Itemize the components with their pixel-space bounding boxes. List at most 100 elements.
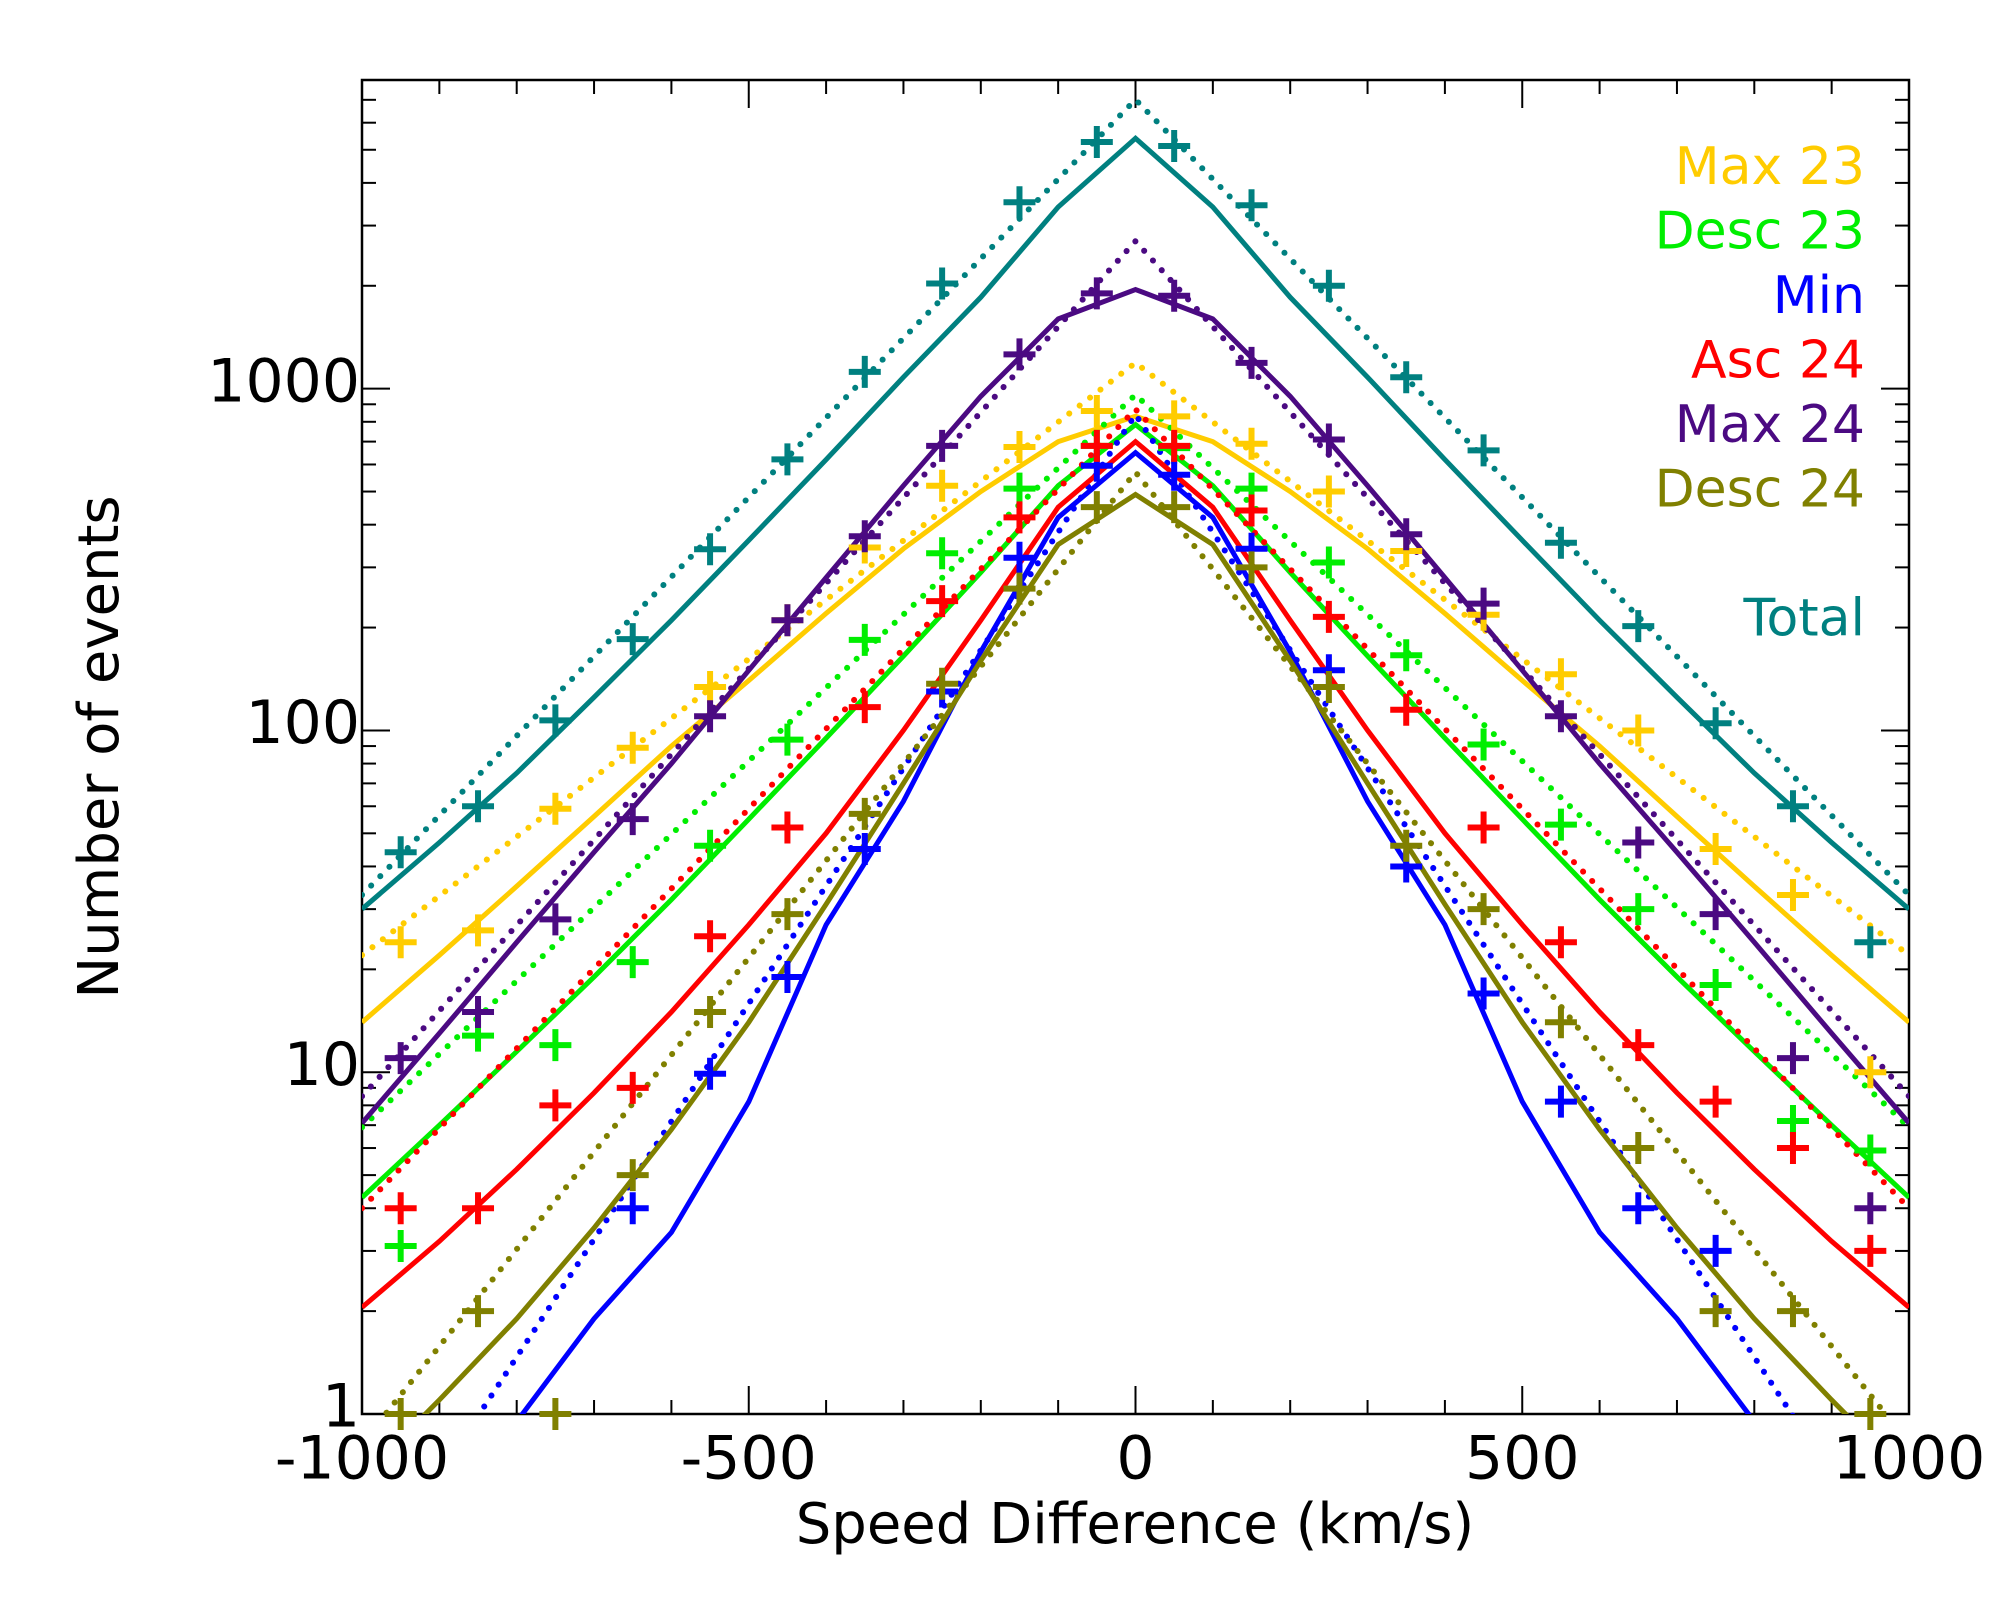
data-point bbox=[539, 903, 572, 936]
data-point bbox=[1003, 338, 1036, 371]
data-point bbox=[1312, 670, 1345, 703]
data-point bbox=[1158, 429, 1191, 462]
legend-entry: Asc 24 bbox=[1691, 331, 1865, 391]
data-point bbox=[384, 926, 417, 959]
fit-line bbox=[362, 421, 1909, 1200]
fit-line bbox=[362, 286, 1909, 1125]
data-point bbox=[694, 670, 727, 703]
data-point bbox=[1467, 893, 1500, 926]
data-point bbox=[462, 790, 495, 823]
data-point bbox=[1699, 968, 1732, 1001]
data-point bbox=[1080, 125, 1113, 158]
data-point bbox=[1854, 926, 1887, 959]
data-point bbox=[926, 429, 959, 462]
data-point bbox=[1080, 277, 1113, 310]
data-point bbox=[1544, 926, 1577, 959]
data-point bbox=[1622, 893, 1655, 926]
data-point bbox=[1776, 790, 1809, 823]
x-tick-label: 500 bbox=[1465, 1424, 1580, 1494]
data-point bbox=[1080, 429, 1113, 462]
data-point bbox=[1390, 518, 1423, 551]
data-point bbox=[694, 700, 727, 733]
data-point bbox=[1390, 361, 1423, 394]
data-point bbox=[384, 1042, 417, 1075]
data-point bbox=[1158, 400, 1191, 433]
data-point bbox=[1544, 526, 1577, 559]
y-tick-label: 1000 bbox=[207, 346, 360, 416]
data-point bbox=[926, 667, 959, 700]
data-point bbox=[1854, 1056, 1887, 1089]
x-tick-label: -1000 bbox=[275, 1424, 449, 1494]
data-point bbox=[1003, 472, 1036, 505]
data-point bbox=[384, 1230, 417, 1263]
data-point bbox=[926, 585, 959, 618]
data-point bbox=[1235, 189, 1268, 222]
data-point bbox=[1854, 1234, 1887, 1267]
data-point bbox=[1312, 600, 1345, 633]
data-point bbox=[1544, 1085, 1577, 1118]
data-point bbox=[1312, 269, 1345, 302]
data-point bbox=[384, 1398, 417, 1430]
x-tick-label: 1000 bbox=[1833, 1424, 1986, 1494]
data-point bbox=[694, 920, 727, 953]
data-point bbox=[1776, 1295, 1809, 1328]
data-point bbox=[1235, 346, 1268, 379]
data-point bbox=[1003, 501, 1036, 534]
data-point bbox=[1390, 693, 1423, 726]
dotted-fit bbox=[362, 95, 1909, 898]
data-point bbox=[848, 797, 881, 830]
dotted-fit bbox=[475, 409, 1796, 1414]
data-point bbox=[771, 723, 804, 756]
data-point bbox=[1854, 1134, 1887, 1167]
data-point bbox=[616, 1192, 649, 1225]
data-point bbox=[1854, 1398, 1887, 1430]
data-point bbox=[462, 1295, 495, 1328]
legend-entry: Max 23 bbox=[1675, 137, 1865, 197]
data-point bbox=[1622, 1192, 1655, 1225]
y-axis-label: Number of events bbox=[67, 495, 132, 998]
data-point bbox=[926, 537, 959, 570]
data-point bbox=[539, 1029, 572, 1062]
fit-line bbox=[362, 438, 1909, 1310]
data-point bbox=[384, 1192, 417, 1225]
y-tick-label: 100 bbox=[245, 688, 360, 758]
data-point bbox=[694, 996, 727, 1029]
data-point bbox=[462, 996, 495, 1029]
fit-line bbox=[421, 491, 1850, 1414]
data-point bbox=[1312, 475, 1345, 508]
fit-line bbox=[362, 134, 1909, 911]
data-point bbox=[1699, 1234, 1732, 1267]
data-point bbox=[1467, 587, 1500, 620]
data-point bbox=[1544, 658, 1577, 691]
data-point bbox=[384, 836, 417, 869]
data-point bbox=[1622, 714, 1655, 747]
y-tick-label: 1 bbox=[322, 1372, 360, 1442]
fit-line bbox=[362, 413, 1909, 1025]
data-point bbox=[1003, 572, 1036, 605]
data-point bbox=[1699, 1295, 1732, 1328]
data-point bbox=[771, 604, 804, 637]
data-point bbox=[848, 355, 881, 388]
data-point bbox=[694, 829, 727, 862]
data-point bbox=[1158, 129, 1191, 162]
data-point bbox=[616, 803, 649, 836]
data-point bbox=[926, 267, 959, 300]
plot-frame bbox=[360, 78, 1911, 1416]
data-point bbox=[771, 960, 804, 993]
data-point bbox=[1467, 977, 1500, 1010]
data-point bbox=[616, 1159, 649, 1192]
data-point bbox=[1699, 832, 1732, 865]
data-point bbox=[1544, 1006, 1577, 1039]
data-point bbox=[1776, 1132, 1809, 1165]
legend-entry: Desc 23 bbox=[1655, 202, 1865, 262]
data-point bbox=[771, 443, 804, 476]
data-point bbox=[1467, 728, 1500, 761]
data-point bbox=[1003, 541, 1036, 574]
data-point bbox=[1390, 639, 1423, 672]
data-point bbox=[848, 691, 881, 724]
data-point bbox=[694, 1057, 727, 1090]
data-point bbox=[1080, 491, 1113, 524]
data-point bbox=[1312, 546, 1345, 579]
fit-line bbox=[519, 449, 1752, 1414]
